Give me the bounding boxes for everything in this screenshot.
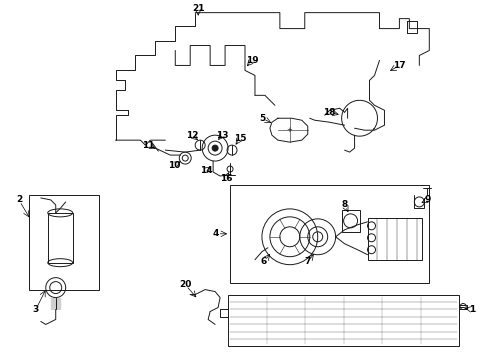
Text: 6: 6 xyxy=(261,257,267,266)
Bar xyxy=(48,213,73,263)
Text: 15: 15 xyxy=(234,134,246,143)
Text: 20: 20 xyxy=(179,280,192,289)
Text: 3: 3 xyxy=(33,305,39,314)
Text: 12: 12 xyxy=(186,131,198,140)
Text: 21: 21 xyxy=(192,4,204,13)
Text: 9: 9 xyxy=(424,195,431,204)
Text: 14: 14 xyxy=(200,166,213,175)
Bar xyxy=(29,195,98,289)
Text: 16: 16 xyxy=(220,174,232,183)
Text: 10: 10 xyxy=(168,161,180,170)
Text: 7: 7 xyxy=(305,257,311,266)
Bar xyxy=(342,210,360,232)
Circle shape xyxy=(212,145,218,151)
Text: 1: 1 xyxy=(469,305,475,314)
Bar xyxy=(228,294,459,346)
Text: 13: 13 xyxy=(216,131,228,140)
Text: 4: 4 xyxy=(213,229,220,238)
Text: 18: 18 xyxy=(323,108,336,117)
Bar xyxy=(230,185,429,283)
Text: 8: 8 xyxy=(342,201,348,210)
Text: 2: 2 xyxy=(16,195,22,204)
Text: 11: 11 xyxy=(142,141,155,150)
Text: +: + xyxy=(286,127,292,133)
Text: 17: 17 xyxy=(393,61,406,70)
Text: 19: 19 xyxy=(245,56,258,65)
Bar xyxy=(368,218,422,260)
Text: 5: 5 xyxy=(259,114,265,123)
